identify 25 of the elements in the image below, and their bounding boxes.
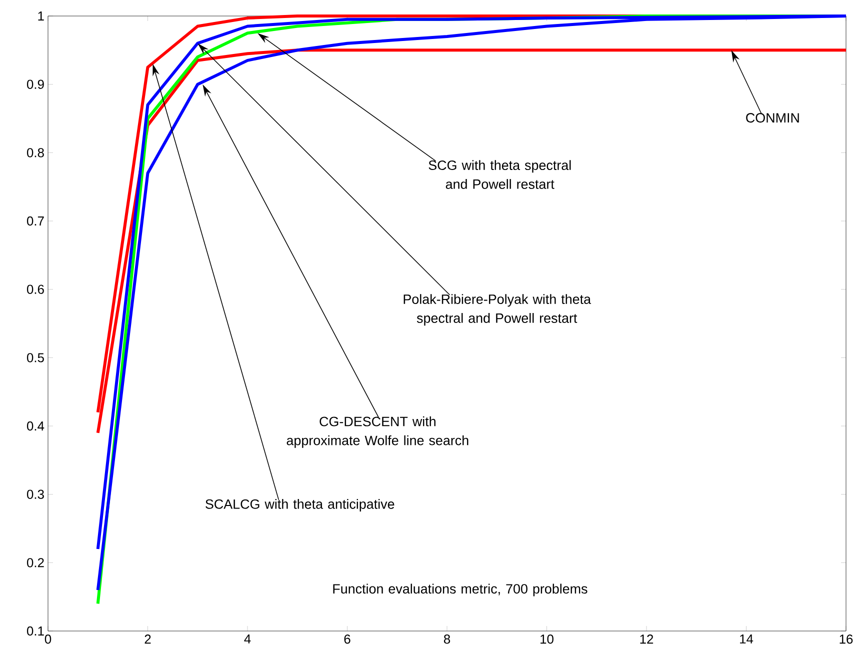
y-tick-label: 0.1 [26,626,44,636]
y-tick-label: 0.8 [26,148,44,158]
x-tick-label: 8 [444,634,450,644]
x-tick-label: 6 [344,634,350,644]
y-tick-label: 0.9 [26,80,44,89]
y-tick-label: 1 [38,12,44,20]
x-tick-label: 0 [44,634,52,644]
annotation: SCALCG with theta anticipative [206,498,394,512]
y-tick-label: 0.4 [26,421,44,431]
annotation: Polak-Ribiere-Polyak with theta spectral and Powell restart [404,294,592,326]
annotation: Function evaluations metric, 700 problems [333,584,588,596]
y-tick-label: 0.3 [26,490,44,499]
annotation: SCG with theta spectral and Powell restart [428,160,571,189]
y-tick-label: 0.2 [26,558,44,568]
x-tick-label: 10 [540,634,554,644]
x-tick-label: 12 [640,634,654,644]
y-tick-label: 0.6 [26,284,44,294]
x-tick-label: 16 [840,634,853,644]
annotation: CONMIN [746,113,799,123]
x-tick-label: 4 [244,634,251,644]
x-tick-label: 2 [144,634,151,644]
annotation: CG-DESCENT with approximate Wolfe line search [286,416,468,448]
x-tick-label: 14 [740,634,754,644]
y-tick-label: 0.7 [26,216,44,226]
y-tick-label: 0.5 [26,353,44,362]
